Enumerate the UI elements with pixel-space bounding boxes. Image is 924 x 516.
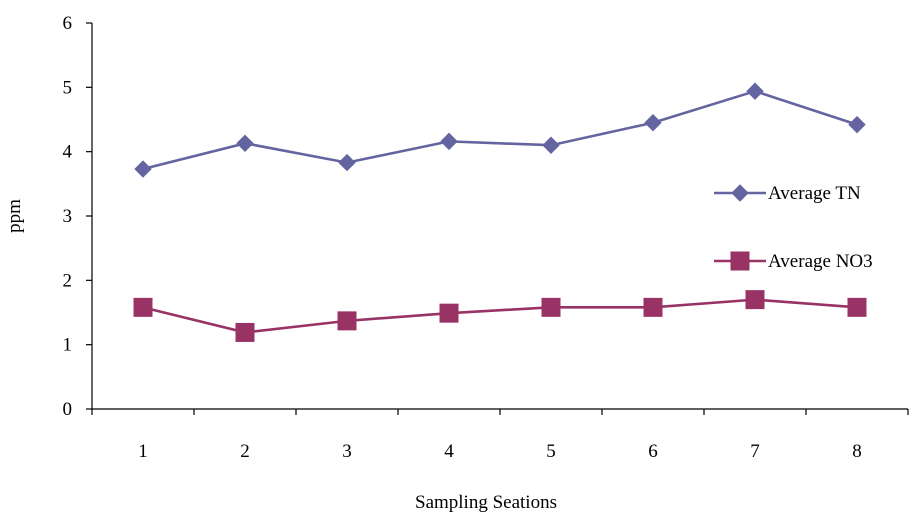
y-axis-ticks: 0 1 2 3 4 5 6 (63, 13, 92, 420)
x-tick-label: 7 (750, 441, 760, 462)
x-tick-label: 2 (240, 441, 250, 462)
x-axis-ticks: 1 2 3 4 5 6 7 8 (91, 409, 909, 462)
x-tick-label: 6 (648, 441, 658, 462)
data-point (133, 297, 153, 317)
series-1 (134, 82, 866, 178)
data-point (134, 160, 152, 178)
x-tick-label: 5 (546, 441, 556, 462)
data-point (440, 132, 458, 151)
data-point (847, 297, 867, 317)
legend-label: Average TN (768, 183, 861, 204)
series-layer (133, 82, 867, 342)
series-2 (133, 290, 867, 342)
y-axis-title: ppm (4, 199, 25, 233)
data-point (542, 136, 560, 154)
y-tick-label: 1 (63, 335, 73, 356)
data-point (644, 114, 662, 132)
data-point (235, 322, 255, 342)
x-tick-label: 4 (444, 441, 454, 462)
legend-marker (730, 251, 750, 271)
data-point (643, 297, 663, 317)
data-point (745, 290, 765, 310)
x-tick-label: 1 (138, 441, 148, 462)
series-line (142, 89, 858, 171)
y-tick-label: 6 (63, 13, 73, 34)
legend-marker (731, 184, 749, 202)
data-point (337, 311, 357, 331)
series-line (142, 298, 858, 334)
y-tick-label: 2 (63, 270, 73, 291)
y-tick-label: 4 (63, 142, 73, 163)
chart-legend: Average TN Average NO3 (714, 183, 873, 272)
legend-item: Average NO3 (714, 251, 873, 272)
data-point (848, 115, 866, 134)
chart-axes (91, 23, 908, 410)
data-point (746, 82, 764, 100)
y-tick-label: 3 (63, 206, 73, 227)
legend-item: Average TN (714, 183, 861, 204)
legend-label: Average NO3 (768, 251, 873, 272)
data-point (541, 297, 561, 317)
y-tick-label: 0 (63, 399, 73, 420)
data-point (338, 153, 356, 172)
x-tick-label: 3 (342, 441, 352, 462)
x-tick-label: 8 (852, 441, 862, 462)
data-point (236, 134, 254, 153)
data-point (439, 303, 459, 323)
y-tick-label: 5 (63, 77, 73, 98)
x-axis-title: Sampling Seations (415, 492, 557, 513)
